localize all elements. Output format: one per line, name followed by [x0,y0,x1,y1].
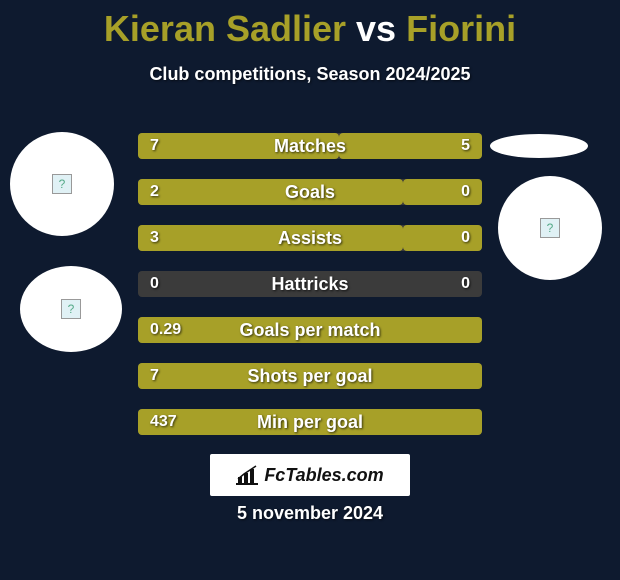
stat-row: 7Shots per goal [138,363,482,389]
stat-label: Hattricks [138,271,482,297]
stat-bar-left [138,363,482,389]
broken-image-icon [61,299,81,319]
stat-value-right: 0 [461,271,470,297]
broken-image-icon [52,174,72,194]
stat-bar-right [403,225,482,251]
date-text: 5 november 2024 [0,503,620,524]
stat-bar-right [403,179,482,205]
chart-icon [236,465,258,485]
stat-row: 437Min per goal [138,409,482,435]
stat-value-left: 0 [150,271,159,297]
player1-avatar-club [20,266,122,352]
stat-bar-left [138,179,403,205]
player2-name: Fiorini [406,8,516,49]
stat-bar-right [339,133,482,159]
stat-bar-left [138,225,403,251]
comparison-title: Kieran Sadlier vs Fiorini [0,8,620,50]
badge-text: FcTables.com [264,465,383,486]
stat-row: 0.29Goals per match [138,317,482,343]
stat-row: 20Goals [138,179,482,205]
stat-bar-left [138,133,339,159]
player1-avatar-main [10,132,114,236]
stat-bar-left [138,409,482,435]
broken-image-icon [540,218,560,238]
title-vs: vs [356,8,396,49]
player2-club-ellipse [490,134,588,158]
subtitle: Club competitions, Season 2024/2025 [0,64,620,85]
stat-row: 75Matches [138,133,482,159]
stat-bar-left [138,317,482,343]
player2-avatar-main [498,176,602,280]
stat-row: 30Assists [138,225,482,251]
player1-name: Kieran Sadlier [104,8,346,49]
fctables-badge: FcTables.com [210,454,410,496]
stat-row: 0 0Hattricks [138,271,482,297]
